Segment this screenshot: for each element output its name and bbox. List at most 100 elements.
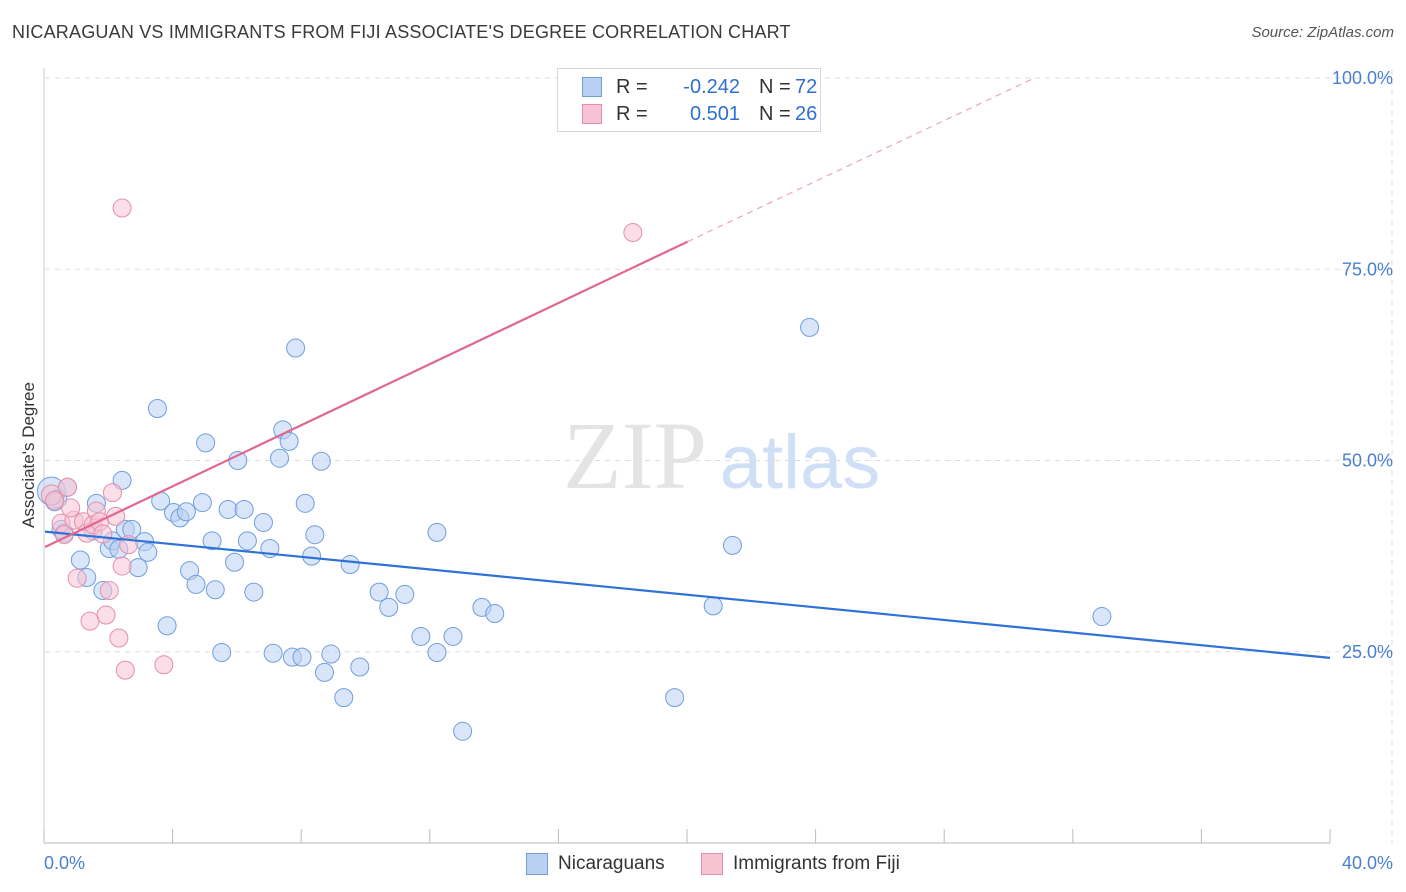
- data-point-nicaraguan: [340, 555, 360, 575]
- bottom-swatch-blue: [526, 853, 548, 875]
- source-credit: Source: ZipAtlas.com: [1251, 24, 1394, 41]
- chart-title: NICARAGUAN VS IMMIGRANTS FROM FIJI ASSOC…: [12, 22, 791, 42]
- data-point-fiji: [96, 605, 116, 625]
- data-point-nicaraguan: [286, 338, 306, 358]
- trend-line-fiji-extension: [687, 77, 1035, 243]
- bottom-legend-label: Nicaraguans: [558, 853, 665, 874]
- legend-r-value: 0.501: [689, 103, 740, 125]
- data-point-nicaraguan: [314, 662, 334, 682]
- legend-n-value: 72: [795, 76, 818, 98]
- fiji-points: [40, 198, 643, 680]
- data-point-fiji: [115, 660, 135, 680]
- data-point-nicaraguan: [212, 643, 232, 663]
- y-axis-label: Associate's Degree: [19, 382, 38, 528]
- data-point-nicaraguan: [800, 317, 820, 337]
- y-tick-label: 50.0%: [1342, 451, 1393, 471]
- bottom-swatch-pink: [701, 853, 723, 875]
- legend-r-value: -0.242: [683, 76, 740, 98]
- data-point-nicaraguan: [321, 644, 341, 664]
- data-point-nicaraguan: [703, 596, 723, 616]
- legend-n-label: N =: [759, 76, 791, 98]
- data-point-nicaraguan: [334, 688, 354, 708]
- data-point-nicaraguan: [192, 493, 212, 513]
- y-tick-labels: 25.0% 50.0% 75.0% 100.0%: [1332, 68, 1393, 662]
- data-point-nicaraguan: [292, 647, 312, 667]
- data-point-fiji: [102, 483, 122, 503]
- watermark: ZIP atlas: [563, 402, 880, 509]
- data-point-nicaraguan: [305, 525, 325, 545]
- data-point-nicaraguan: [279, 431, 299, 451]
- data-point-nicaraguan: [138, 542, 158, 562]
- data-point-nicaraguan: [453, 721, 473, 741]
- trend-lines: [44, 77, 1331, 659]
- x-tick-label: 40.0%: [1342, 853, 1393, 873]
- data-point-fiji: [623, 223, 643, 243]
- data-point-nicaraguan: [70, 550, 90, 570]
- y-tick-label: 75.0%: [1342, 259, 1393, 279]
- trend-line-nicaraguans: [44, 530, 1331, 659]
- data-point-nicaraguan: [128, 558, 148, 578]
- data-point-nicaraguan: [427, 643, 447, 663]
- y-tick-label: 100.0%: [1332, 68, 1393, 88]
- data-point-nicaraguan: [176, 502, 196, 522]
- correlation-legend: R = -0.242 N = 72 R = 0.501 N = 26: [557, 68, 821, 132]
- bottom-legend-nicaraguans: Nicaraguans: [526, 851, 676, 877]
- data-point-nicaraguan: [157, 616, 177, 636]
- nicaraguans-points: [36, 317, 1112, 741]
- data-point-nicaraguan: [225, 552, 245, 572]
- legend-n-value: 26: [795, 103, 818, 125]
- y-tick-label: 25.0%: [1342, 642, 1393, 662]
- data-point-nicaraguan: [270, 448, 290, 468]
- x-tick-label: 0.0%: [44, 853, 85, 873]
- bottom-legend-fiji: Immigrants from Fiji: [701, 851, 921, 877]
- x-tick-labels: 0.0% 40.0%: [44, 853, 1393, 873]
- data-point-fiji: [154, 655, 174, 675]
- data-point-fiji: [67, 568, 87, 588]
- data-point-fiji: [112, 198, 132, 218]
- data-point-nicaraguan: [395, 584, 415, 604]
- axes: [43, 68, 1331, 844]
- data-point-nicaraguan: [234, 499, 254, 519]
- legend-r-label: R =: [616, 76, 648, 98]
- data-point-nicaraguan: [186, 574, 206, 594]
- legend-r-label: R =: [616, 103, 648, 125]
- data-point-nicaraguan: [427, 522, 447, 542]
- trend-line-fiji: [44, 240, 688, 548]
- data-point-nicaraguan: [443, 626, 463, 646]
- data-point-nicaraguan: [205, 580, 225, 600]
- watermark-atlas: atlas: [720, 420, 881, 505]
- data-point-nicaraguan: [722, 535, 742, 555]
- data-point-nicaraguan: [253, 512, 273, 532]
- data-point-fiji: [112, 556, 132, 576]
- data-point-fiji: [99, 581, 119, 601]
- data-point-nicaraguan: [369, 582, 389, 602]
- data-point-fiji: [93, 524, 113, 544]
- data-point-fiji: [45, 490, 65, 510]
- data-point-nicaraguan: [1092, 607, 1112, 627]
- data-point-fiji: [61, 498, 81, 518]
- data-point-nicaraguan: [350, 657, 370, 677]
- data-point-nicaraguan: [218, 499, 238, 519]
- data-point-nicaraguan: [665, 688, 685, 708]
- data-point-nicaraguan: [379, 597, 399, 617]
- grid-lines: [45, 70, 1393, 843]
- legend-n-label: N =: [759, 103, 791, 125]
- data-point-fiji: [109, 628, 129, 648]
- data-point-nicaraguan: [485, 604, 505, 623]
- data-point-nicaraguan: [411, 626, 431, 646]
- data-point-nicaraguan: [295, 493, 315, 513]
- legend-swatch-pink: [582, 104, 602, 124]
- data-point-nicaraguan: [237, 531, 257, 551]
- data-point-nicaraguan: [244, 582, 264, 602]
- data-point-nicaraguan: [147, 398, 167, 418]
- data-point-nicaraguan: [311, 451, 331, 471]
- watermark-zip: ZIP: [563, 402, 707, 509]
- data-point-nicaraguan: [196, 433, 216, 453]
- data-point-fiji: [57, 477, 77, 497]
- data-point-nicaraguan: [263, 643, 283, 663]
- bottom-legend-label: Immigrants from Fiji: [733, 853, 900, 874]
- data-point-fiji: [80, 611, 100, 631]
- data-point-nicaraguan: [202, 531, 222, 551]
- legend-swatch-blue: [582, 77, 602, 97]
